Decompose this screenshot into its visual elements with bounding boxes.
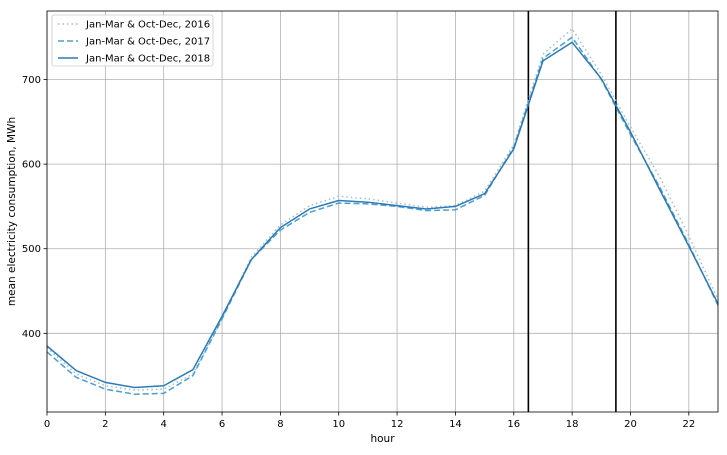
legend-label-0: Jan-Mar & Oct-Dec, 2016 bbox=[85, 20, 210, 31]
x-tick-label: 6 bbox=[219, 419, 225, 430]
plot-background bbox=[47, 11, 718, 412]
series-lines bbox=[46, 28, 719, 395]
x-tick-label: 12 bbox=[391, 419, 404, 430]
y-tick-label: 400 bbox=[22, 329, 41, 340]
x-tick-label: 18 bbox=[566, 419, 579, 430]
grid bbox=[46, 11, 718, 412]
series-line-0 bbox=[46, 28, 719, 391]
y-axis-title: mean electricity consumption, MWh bbox=[6, 117, 18, 306]
legend-label-2: Jan-Mar & Oct-Dec, 2018 bbox=[85, 54, 210, 65]
plot-frame bbox=[46, 10, 719, 413]
x-tick-label: 10 bbox=[332, 419, 345, 430]
x-tick-label: 20 bbox=[624, 419, 637, 430]
x-tick-label: 0 bbox=[44, 419, 50, 430]
y-axis-ticks: 400 500 600 700 bbox=[22, 75, 47, 340]
legend-box bbox=[51, 14, 214, 67]
x-tick-label: 4 bbox=[161, 419, 167, 430]
legend-label-1: Jan-Mar & Oct-Dec, 2017 bbox=[85, 37, 210, 48]
y-tick-label: 700 bbox=[22, 75, 41, 86]
x-axis-title: hour bbox=[370, 433, 395, 445]
x-tick-label: 16 bbox=[507, 419, 520, 430]
y-tick-label: 600 bbox=[22, 160, 41, 171]
series-line-2 bbox=[46, 41, 719, 389]
x-tick-label: 8 bbox=[277, 419, 283, 430]
y-tick-label: 500 bbox=[22, 244, 41, 255]
reference-lines bbox=[527, 11, 617, 412]
legend: Jan-Mar & Oct-Dec, 2016 Jan-Mar & Oct-Dec… bbox=[51, 14, 214, 67]
x-axis-ticks: 0 2 4 6 8 10 12 14 16 18 20 22 bbox=[44, 412, 695, 430]
x-tick-label: 14 bbox=[449, 419, 462, 430]
x-tick-label: 2 bbox=[102, 419, 108, 430]
x-tick-label: 22 bbox=[682, 419, 695, 430]
